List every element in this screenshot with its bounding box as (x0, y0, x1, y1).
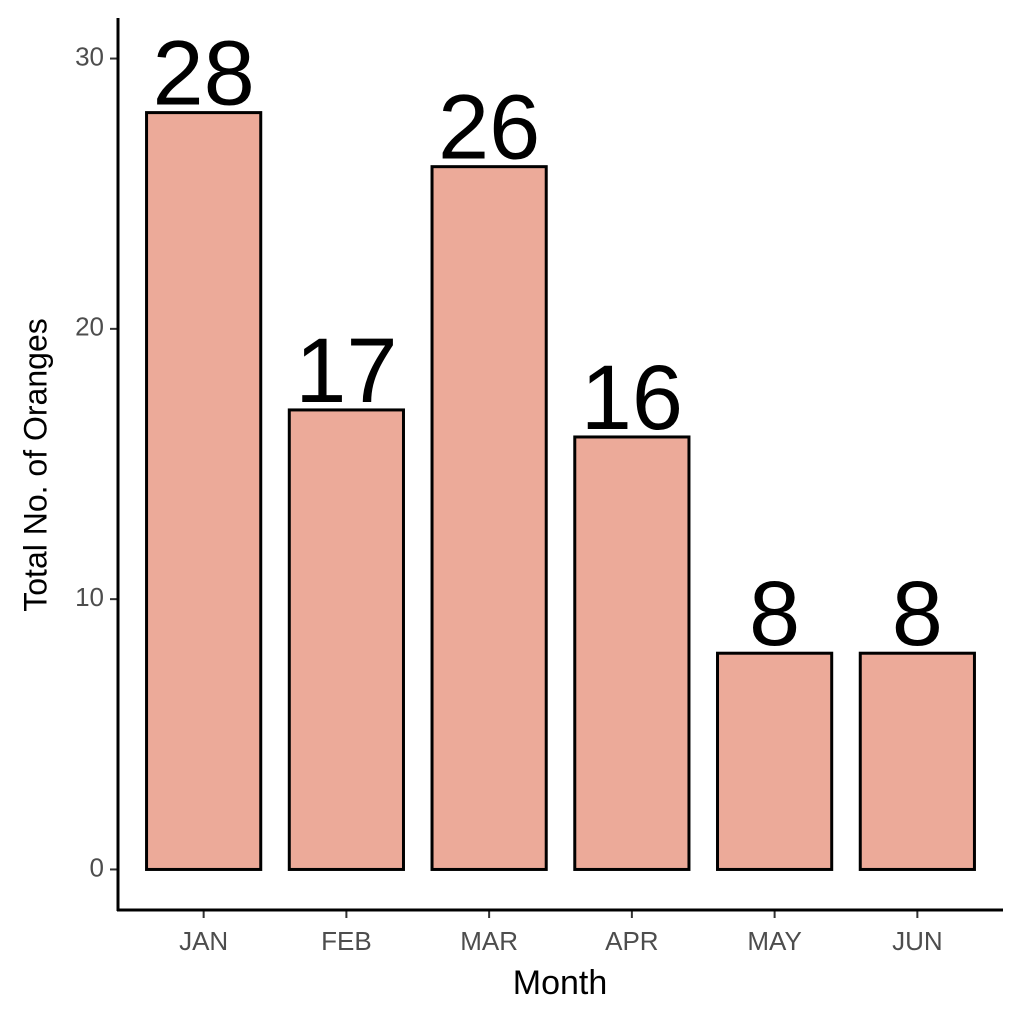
y-tick-label: 30 (75, 41, 104, 71)
x-axis-title: Month (513, 964, 608, 1002)
y-tick-label: 10 (75, 582, 104, 612)
bar (430, 165, 548, 871)
bar (858, 651, 976, 871)
value-label: 26 (438, 77, 540, 179)
value-label: 8 (749, 563, 800, 665)
x-tick-label: MAY (747, 926, 801, 956)
bar (716, 651, 834, 871)
x-tick-label: FEB (321, 926, 372, 956)
bar (573, 435, 691, 871)
value-label: 8 (892, 563, 943, 665)
y-axis-title: Total No. of Oranges (17, 318, 53, 611)
bar (145, 111, 263, 871)
y-tick-label: 0 (90, 852, 104, 882)
x-tick-label: JAN (179, 926, 228, 956)
bar (287, 408, 405, 871)
x-tick-label: JUN (892, 926, 943, 956)
y-tick-label: 20 (75, 312, 104, 342)
value-label: 17 (295, 320, 397, 422)
value-label: 28 (152, 23, 254, 125)
x-tick-label: MAR (460, 926, 518, 956)
value-label: 16 (581, 347, 683, 449)
x-tick-label: APR (605, 926, 658, 956)
